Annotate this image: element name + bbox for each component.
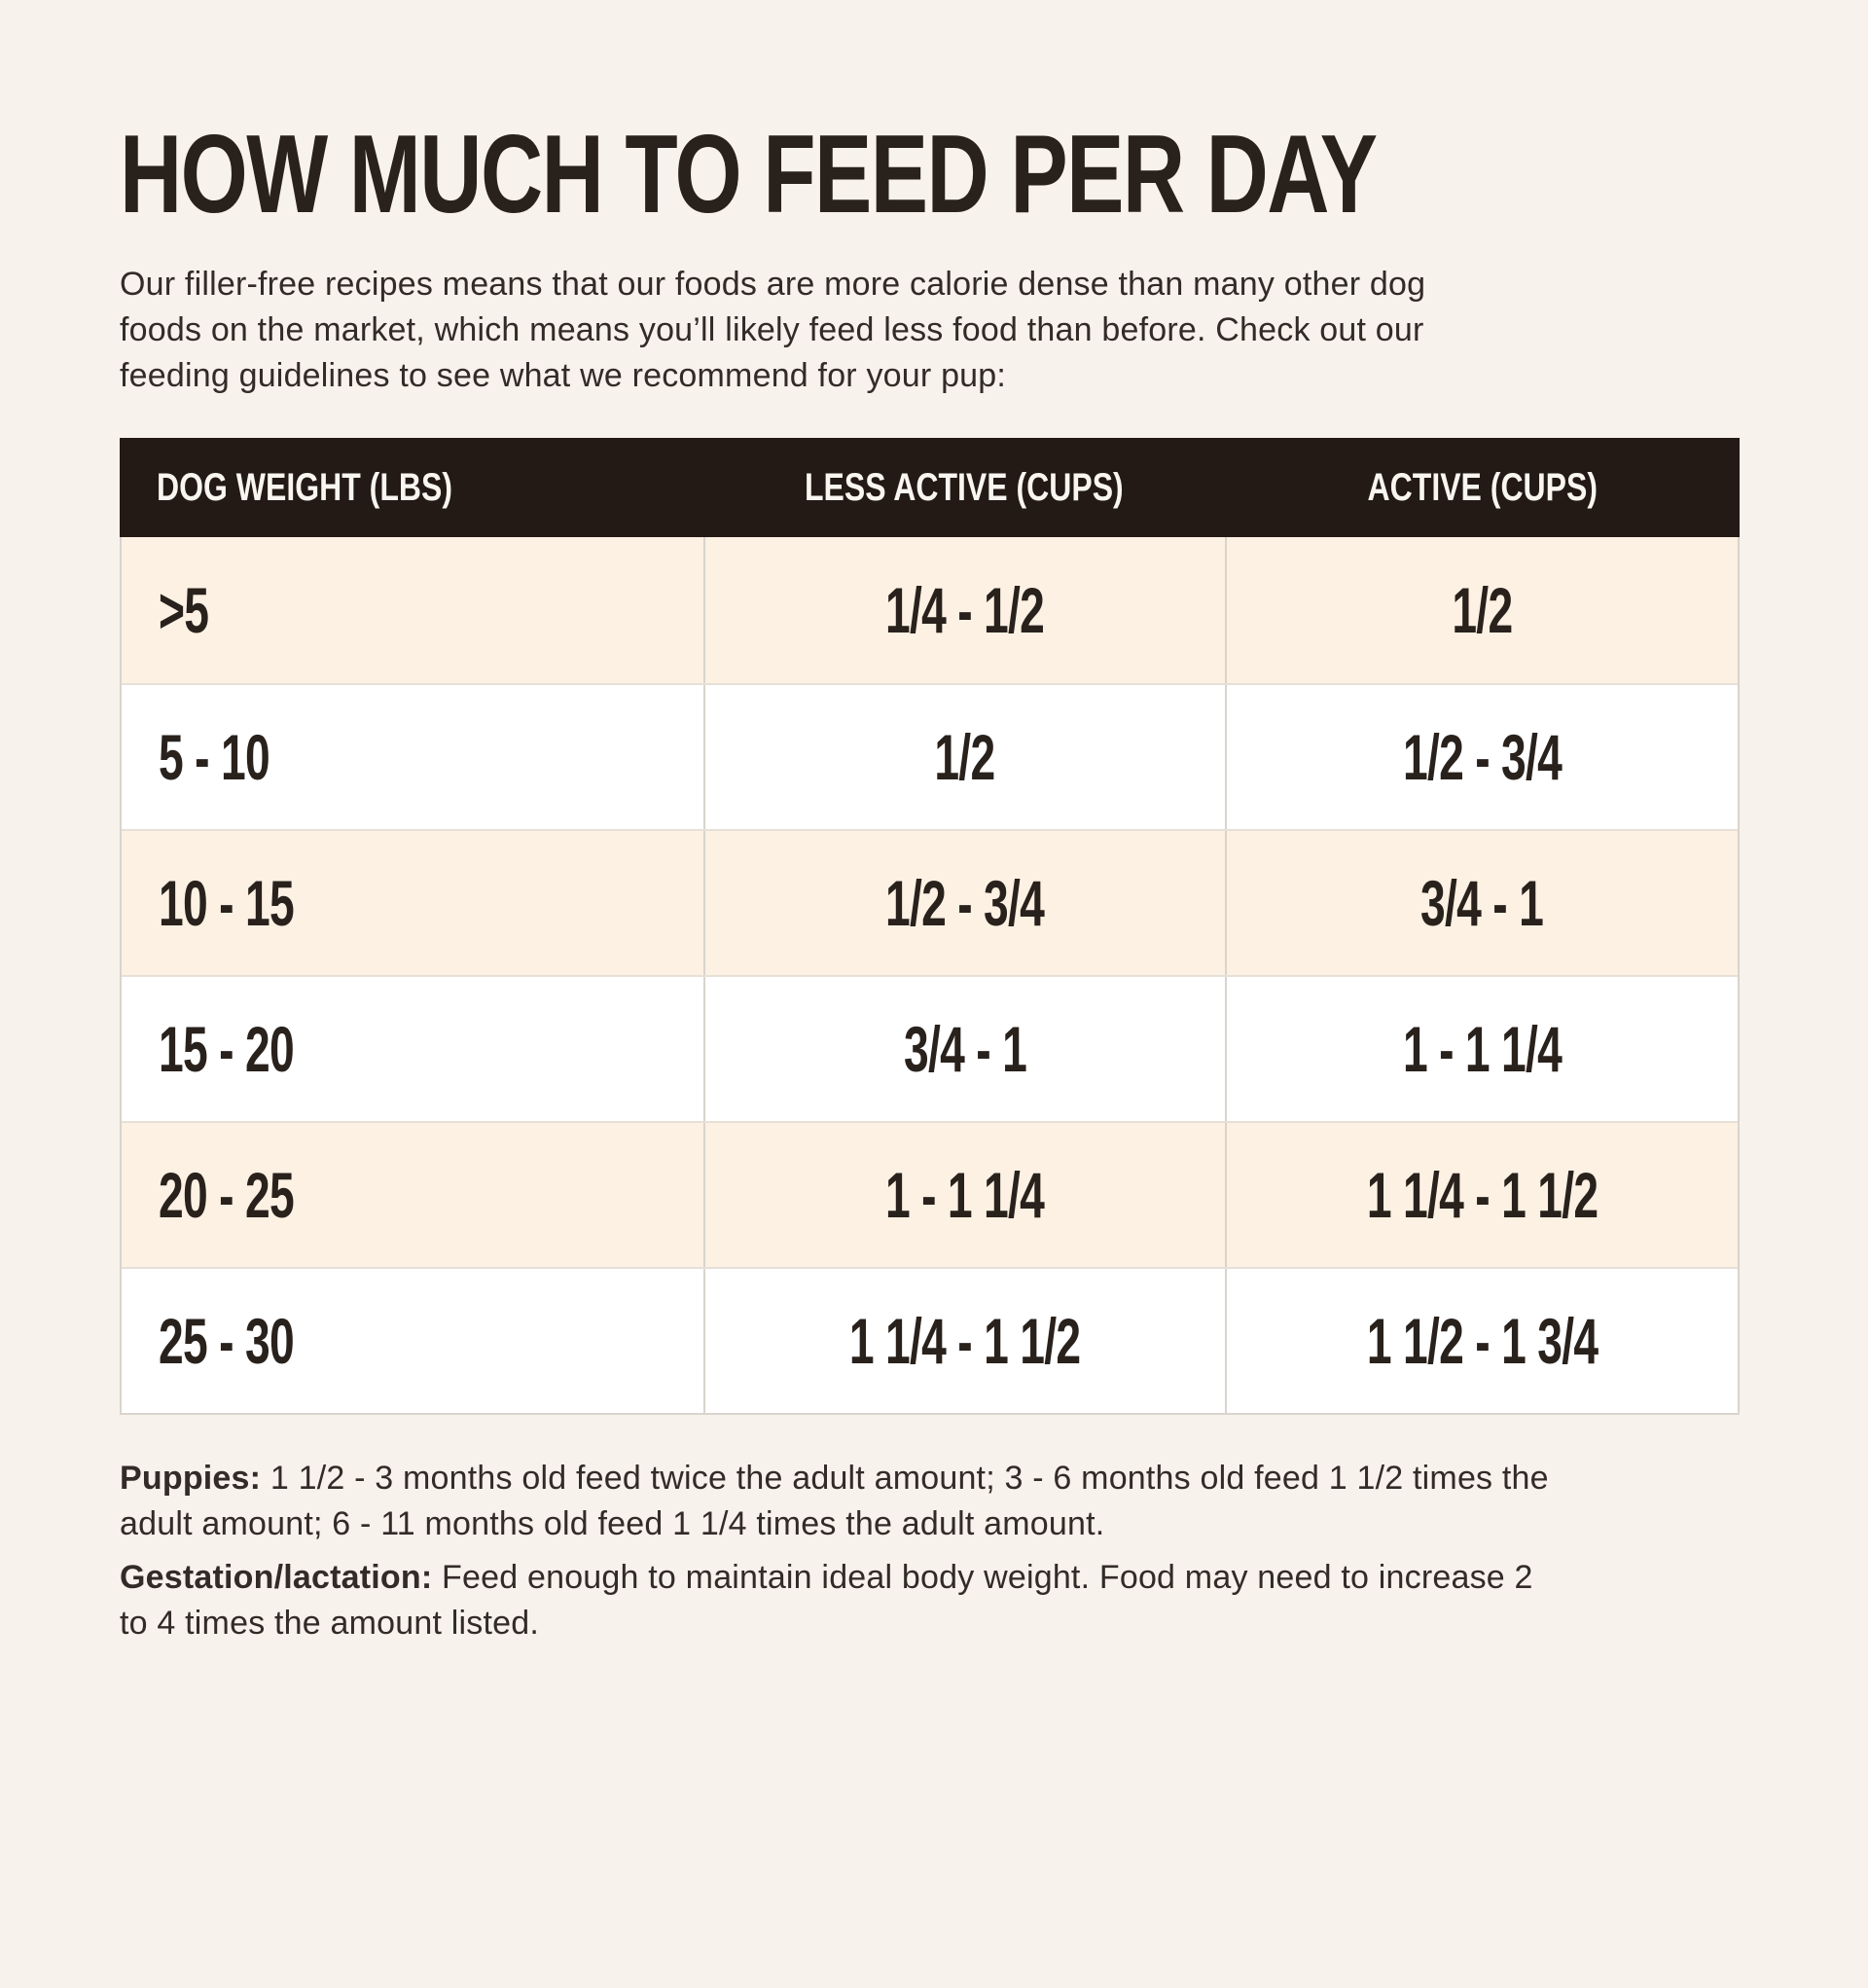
column-header-active: ACTIVE (CUPS) [1225, 438, 1740, 537]
cell-value: 1 1/4 - 1 1/2 [1366, 1159, 1599, 1231]
column-header-active-label: ACTIVE (CUPS) [1367, 465, 1598, 509]
feeding-table: DOG WEIGHT (LBS) LESS ACTIVE (CUPS) ACTI… [120, 438, 1740, 1415]
cell-active: 1/2 - 3/4 [1224, 685, 1738, 829]
puppies-note-line-1: Puppies: 1 1/2 - 3 months old feed twice… [120, 1456, 1742, 1501]
cell-value: 5 - 10 [159, 721, 270, 793]
cell-less-active: 1 - 1 1/4 [702, 1123, 1225, 1267]
intro-paragraph: Our filler-free recipes means that our f… [120, 262, 1742, 399]
gestation-note-label: Gestation/lactation: [120, 1559, 433, 1596]
table-row: 15 - 20 3/4 - 1 1 - 1 1/4 [122, 975, 1738, 1121]
column-header-dog-weight-label: DOG WEIGHT (LBS) [157, 465, 452, 509]
cell-less-active: 3/4 - 1 [702, 977, 1225, 1121]
gestation-note-line-2: to 4 times the amount listed. [120, 1605, 540, 1642]
cell-value: 10 - 15 [159, 867, 295, 939]
cell-less-active: 1 1/4 - 1 1/2 [702, 1269, 1225, 1413]
intro-line-2: foods on the market, which means you’ll … [120, 311, 1424, 348]
intro-line-1: Our filler-free recipes means that our f… [120, 266, 1426, 303]
cell-value: 1 1/2 - 1 3/4 [1366, 1305, 1599, 1377]
cell-value: 1/2 - 3/4 [1402, 721, 1563, 793]
cell-value: 20 - 25 [159, 1159, 295, 1231]
cell-active: 1 1/4 - 1 1/2 [1224, 1123, 1738, 1267]
cell-value: 1 1/4 - 1 1/2 [849, 1305, 1081, 1377]
cell-active: 1/2 [1224, 537, 1738, 683]
cell-value: 1 - 1 1/4 [885, 1159, 1045, 1231]
table-row: 5 - 10 1/2 1/2 - 3/4 [122, 683, 1738, 829]
cell-value: 1/4 - 1/2 [885, 574, 1045, 646]
cell-dog-weight: 25 - 30 [122, 1269, 703, 1413]
cell-value: 25 - 30 [159, 1305, 295, 1377]
table-row: >5 1/4 - 1/2 1/2 [122, 537, 1738, 683]
column-header-dog-weight: DOG WEIGHT (LBS) [120, 438, 702, 537]
table-row: 25 - 30 1 1/4 - 1 1/2 1 1/2 - 1 3/4 [122, 1267, 1738, 1413]
page-title: HOW MUCH TO FEED PER DAY [120, 120, 1742, 231]
table-body: >5 1/4 - 1/2 1/2 5 - 10 1/2 1/2 - 3/4 10 - 15 1… [120, 537, 1740, 1415]
gestation-note-text-1: Feed enough to maintain ideal body weigh… [442, 1559, 1533, 1596]
cell-value: >5 [159, 574, 209, 646]
cell-less-active: 1/2 - 3/4 [702, 831, 1225, 975]
puppies-note-text-1: 1 1/2 - 3 months old feed twice the adul… [269, 1460, 1549, 1497]
cell-value: 1/2 - 3/4 [885, 867, 1045, 939]
column-header-less-active: LESS ACTIVE (CUPS) [702, 438, 1225, 537]
cell-dog-weight: >5 [122, 537, 703, 683]
cell-active: 3/4 - 1 [1224, 831, 1738, 975]
cell-less-active: 1/4 - 1/2 [702, 537, 1225, 683]
gestation-note-line-1: Gestation/lactation: Feed enough to main… [120, 1555, 1742, 1601]
cell-active: 1 1/2 - 1 3/4 [1224, 1269, 1738, 1413]
cell-active: 1 - 1 1/4 [1224, 977, 1738, 1121]
feeding-guide-page: HOW MUCH TO FEED PER DAY Our filler-free… [0, 120, 1868, 1646]
gestation-note: Gestation/lactation: Feed enough to main… [120, 1555, 1742, 1646]
cell-dog-weight: 5 - 10 [122, 685, 703, 829]
cell-value: 15 - 20 [159, 1013, 295, 1085]
cell-less-active: 1/2 [702, 685, 1225, 829]
cell-value: 1 - 1 1/4 [1402, 1013, 1563, 1085]
table-header-row: DOG WEIGHT (LBS) LESS ACTIVE (CUPS) ACTI… [120, 438, 1740, 537]
cell-value: 3/4 - 1 [903, 1013, 1027, 1085]
puppies-note: Puppies: 1 1/2 - 3 months old feed twice… [120, 1456, 1742, 1547]
cell-dog-weight: 15 - 20 [122, 977, 703, 1121]
cell-dog-weight: 20 - 25 [122, 1123, 703, 1267]
intro-line-3: feeding guidelines to see what we recomm… [120, 357, 1007, 394]
table-row: 20 - 25 1 - 1 1/4 1 1/4 - 1 1/2 [122, 1121, 1738, 1267]
puppies-note-line-2: adult amount; 6 - 11 months old feed 1 1… [120, 1505, 1105, 1542]
column-header-less-active-label: LESS ACTIVE (CUPS) [804, 465, 1124, 509]
cell-dog-weight: 10 - 15 [122, 831, 703, 975]
cell-value: 3/4 - 1 [1420, 867, 1544, 939]
page-title-text: HOW MUCH TO FEED PER DAY [120, 113, 1378, 236]
cell-value: 1/2 [1452, 574, 1513, 646]
puppies-note-label: Puppies: [120, 1460, 262, 1497]
cell-value: 1/2 [934, 721, 996, 793]
table-row: 10 - 15 1/2 - 3/4 3/4 - 1 [122, 829, 1738, 975]
